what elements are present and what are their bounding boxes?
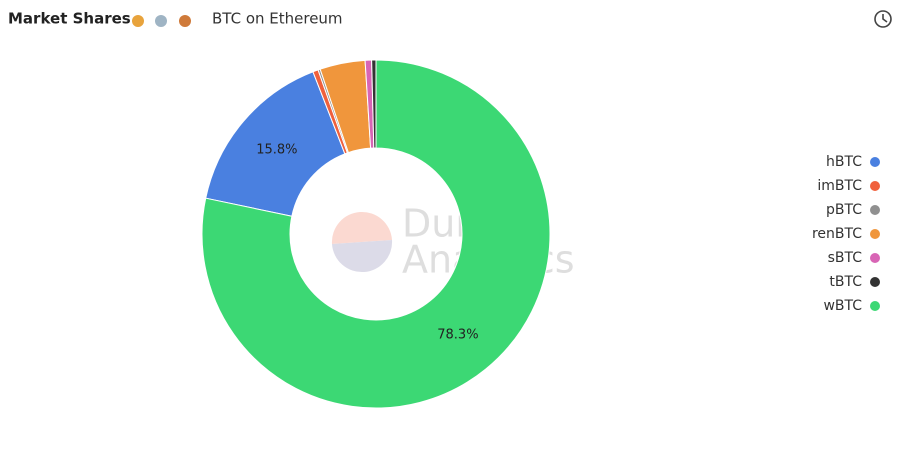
legend-swatch <box>870 229 880 239</box>
legend-label: renBTC <box>812 226 862 242</box>
legend-swatch <box>870 277 880 287</box>
legend-label: hBTC <box>826 154 862 170</box>
chart-subtitle: BTC on Ethereum <box>212 10 343 28</box>
data-label: 78.3% <box>437 327 478 342</box>
chart-title: Market Shares <box>8 10 131 28</box>
history-icon[interactable] <box>874 10 892 28</box>
medals <box>132 15 191 27</box>
legend-label: wBTC <box>823 298 862 314</box>
legend-label: tBTC <box>829 274 862 290</box>
legend-swatch <box>870 301 880 311</box>
legend-label: pBTC <box>826 202 862 218</box>
slice <box>201 59 551 409</box>
legend-swatch <box>870 253 880 263</box>
legend-swatch <box>870 157 880 167</box>
legend-swatch <box>870 205 880 215</box>
data-label: 15.8% <box>256 142 297 157</box>
legend-label: sBTC <box>828 250 863 266</box>
legend-swatch <box>870 181 880 191</box>
legend-label: imBTC <box>817 178 862 194</box>
